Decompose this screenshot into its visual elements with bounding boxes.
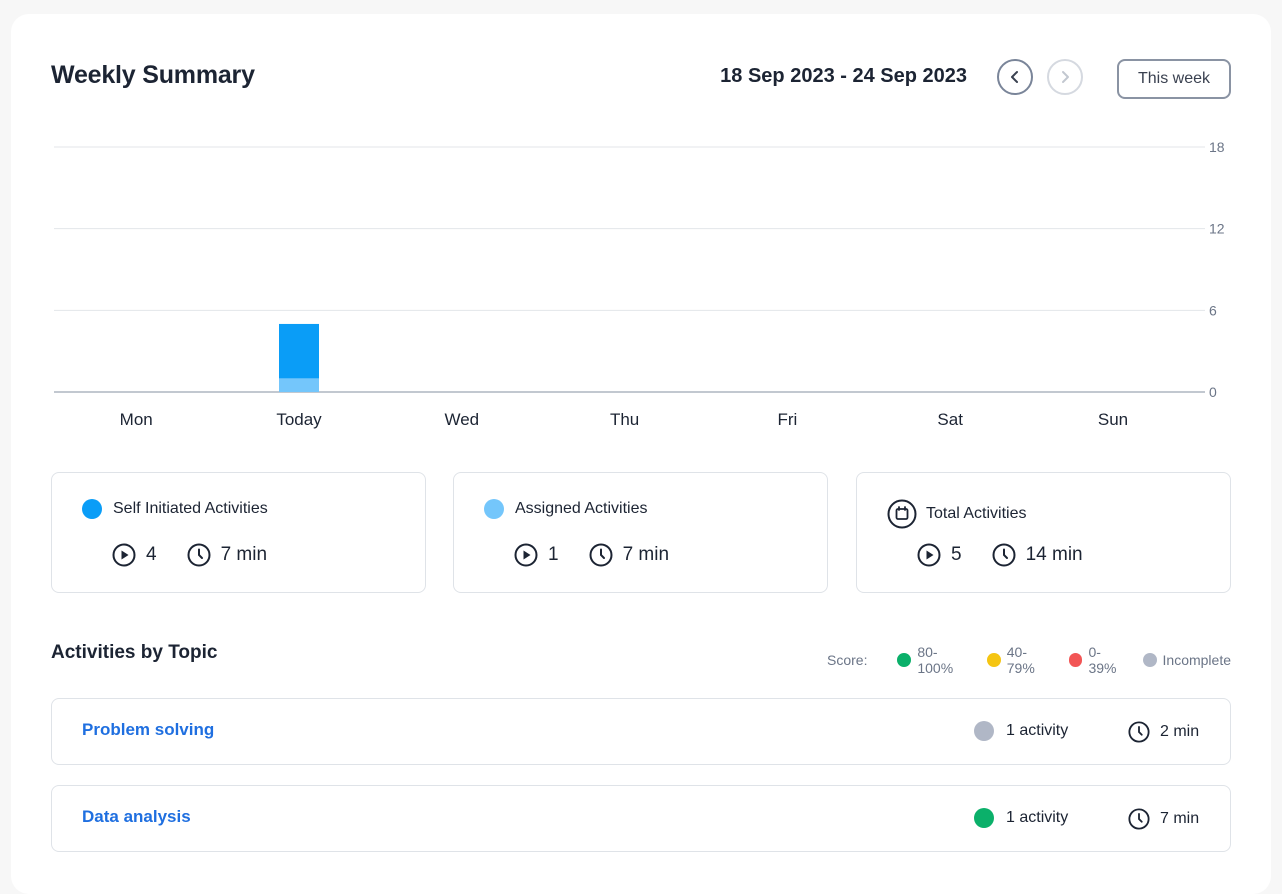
self-initiated-card: Self Initiated Activities 4 7 min	[51, 472, 426, 593]
chevron-left-icon	[1011, 71, 1018, 83]
x-tick-label: Sat	[937, 410, 963, 429]
stat-label: Total Activities	[926, 505, 1027, 522]
stat-label: Assigned Activities	[515, 500, 648, 517]
clock-icon	[187, 543, 211, 567]
activity-chart: 0 6 12 18 Mon Today Wed Thu Fri Sat Sun	[54, 139, 1225, 429]
activity-time: 7 min	[220, 544, 268, 565]
assigned-dot	[484, 499, 504, 519]
score-label: Score:	[827, 652, 868, 668]
legend-label: 80-100%	[917, 644, 954, 676]
play-icon	[917, 543, 941, 567]
bar-segment	[279, 323, 319, 379]
activity-count: 1 activity	[1006, 809, 1069, 826]
y-tick-label: 0	[1209, 384, 1217, 400]
activity-count: 5	[951, 544, 962, 565]
calendar-icon	[887, 499, 917, 529]
activity-count: 1 activity	[1006, 722, 1069, 739]
legend-item: 80-100%	[897, 644, 972, 676]
y-tick-label: 12	[1209, 221, 1225, 237]
topic-time: 7 min	[1128, 808, 1199, 830]
x-tick-label: Fri	[777, 410, 797, 429]
legend-dot	[897, 653, 912, 667]
topic-link[interactable]: Problem solving	[82, 720, 215, 739]
x-tick-label: Today	[276, 410, 322, 429]
activity-count: 1	[548, 544, 559, 565]
page-title: Weekly Summary	[51, 61, 255, 89]
activity-time: 14 min	[1025, 544, 1083, 565]
legend-item: 0-39%	[1068, 644, 1129, 676]
legend-label: 40-79%	[1006, 644, 1035, 676]
x-tick-label: Thu	[610, 410, 639, 429]
clock-icon	[1128, 808, 1150, 830]
assigned-card: Assigned Activities 1 7 min	[453, 472, 828, 593]
topic-duration: 2 min	[1160, 723, 1200, 740]
topic-duration: 7 min	[1160, 810, 1200, 827]
clock-icon	[589, 543, 613, 567]
legend-label: Incomplete	[1162, 652, 1231, 668]
y-tick-label: 6	[1209, 302, 1217, 318]
next-week-button[interactable]	[1047, 59, 1083, 95]
legend-label: 0-39%	[1088, 644, 1117, 676]
this-week-button[interactable]: This week	[1117, 59, 1231, 99]
weekly-summary-card: Weekly Summary 18 Sep 2023 - 24 Sep 2023…	[11, 14, 1271, 894]
bar-segment	[279, 378, 319, 392]
legend-item: 40-79%	[986, 644, 1055, 676]
activity-count: 4	[146, 544, 157, 565]
x-tick-label: Wed	[444, 410, 479, 429]
status-dot	[974, 721, 994, 741]
total-card: Total Activities 5 14 min	[856, 472, 1231, 593]
self-initiated-dot	[82, 499, 102, 519]
section-title: Activities by Topic	[51, 642, 218, 663]
topic-time: 2 min	[1128, 721, 1199, 743]
clock-icon	[992, 543, 1016, 567]
legend-dot	[986, 653, 1001, 667]
play-icon	[112, 543, 136, 567]
legend-dot	[1142, 653, 1157, 667]
play-icon	[514, 543, 538, 567]
score-legend: Score: 80-100% 40-79% 0-39% Incomplete	[827, 644, 1231, 676]
chevron-right-icon	[1062, 71, 1069, 83]
legend-item: Incomplete	[1142, 652, 1231, 668]
topic-status: 1 activity	[974, 808, 1068, 828]
topic-row-problem-solving[interactable]: Problem solving 1 activity 2 min	[51, 698, 1231, 765]
previous-week-button[interactable]	[997, 59, 1033, 95]
topic-row-data-analysis[interactable]: Data analysis 1 activity 7 min	[51, 785, 1231, 852]
y-tick-label: 18	[1209, 139, 1225, 155]
x-tick-label: Mon	[120, 410, 153, 429]
topic-status: 1 activity	[974, 721, 1068, 741]
clock-icon	[1128, 721, 1150, 743]
status-dot	[974, 808, 994, 828]
x-tick-label: Sun	[1098, 410, 1128, 429]
stat-label: Self Initiated Activities	[113, 500, 268, 517]
date-range: 18 Sep 2023 - 24 Sep 2023	[720, 65, 967, 87]
topic-link[interactable]: Data analysis	[82, 807, 191, 826]
activity-time: 7 min	[622, 544, 670, 565]
legend-dot	[1068, 653, 1083, 667]
